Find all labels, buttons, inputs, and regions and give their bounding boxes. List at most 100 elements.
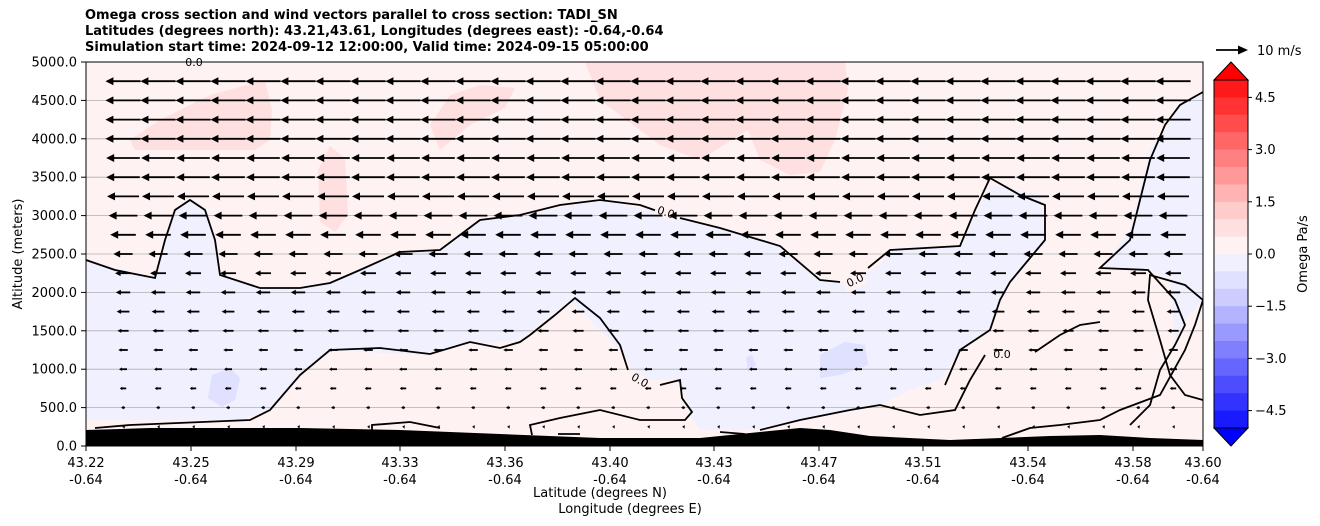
wind-vector xyxy=(257,328,269,333)
wind-vector xyxy=(541,405,545,410)
wind-vector xyxy=(428,250,448,258)
wind-vector xyxy=(185,270,201,277)
wind-vector xyxy=(850,270,866,277)
wind-vector xyxy=(360,270,376,277)
wind-vector xyxy=(326,309,340,314)
wind-vector xyxy=(420,77,456,86)
wind-vector xyxy=(153,348,163,352)
wind-vector xyxy=(735,115,771,124)
wind-vector xyxy=(259,367,267,371)
wind-vector xyxy=(780,289,796,295)
wind-vector xyxy=(771,154,805,162)
y-tick-label: 2500.0 xyxy=(32,248,78,263)
wind-vector xyxy=(1172,425,1175,429)
wind-vector xyxy=(609,367,617,371)
colorbar-bin xyxy=(1214,254,1248,272)
wind-vector xyxy=(923,348,933,352)
wind-vector xyxy=(388,211,418,220)
wind-vector xyxy=(735,96,771,105)
wind-vector xyxy=(677,328,689,333)
wind-vector xyxy=(432,328,444,333)
wind-vector xyxy=(736,154,770,162)
colorbar-tick-label: −4.5 xyxy=(1255,404,1287,419)
colorbar-bin xyxy=(1214,219,1248,238)
wind-vector xyxy=(1060,270,1076,277)
wind-vector xyxy=(644,367,652,371)
wind-vector xyxy=(856,405,860,410)
wind-vector xyxy=(210,96,246,105)
wind-vector xyxy=(434,386,442,391)
wind-vector xyxy=(145,230,171,239)
wind-vector xyxy=(351,154,385,162)
wind-vector xyxy=(115,270,131,277)
wind-vector xyxy=(888,348,898,352)
wind-vector xyxy=(290,289,306,295)
wind-vector xyxy=(500,270,516,277)
wind-vector xyxy=(945,134,981,143)
x-tick-lon: -0.64 xyxy=(279,473,313,488)
wind-vector xyxy=(176,154,210,162)
wind-vector xyxy=(280,134,316,143)
wind-vector xyxy=(1156,154,1190,162)
wind-vector xyxy=(157,425,160,429)
wind-vector xyxy=(156,405,160,410)
wind-vector xyxy=(574,367,582,371)
wind-vector xyxy=(679,386,687,391)
wind-vector xyxy=(708,250,728,258)
wind-vector xyxy=(980,134,1016,143)
wind-vector xyxy=(983,211,1013,220)
wind-vector xyxy=(646,405,650,410)
wind-vector xyxy=(647,425,650,429)
wind-vector xyxy=(390,230,416,239)
wind-vector xyxy=(850,289,866,295)
wind-vector xyxy=(183,250,203,258)
wind-vector xyxy=(364,367,372,371)
wind-vector xyxy=(246,173,280,182)
wind-vector xyxy=(876,154,910,162)
wind-vector xyxy=(1128,250,1148,258)
wind-vector xyxy=(852,328,864,333)
wind-vector xyxy=(817,328,829,333)
wind-vector xyxy=(1120,96,1156,105)
wind-vector xyxy=(353,211,383,220)
wind-vector xyxy=(1052,192,1084,201)
wind-vector xyxy=(420,134,456,143)
wind-vector xyxy=(1086,154,1120,162)
wind-vector xyxy=(770,77,806,86)
colorbar-bin xyxy=(1214,323,1248,342)
wind-vector xyxy=(350,96,386,105)
wind-vector xyxy=(921,309,935,314)
wind-vector xyxy=(630,96,666,105)
wind-vector xyxy=(436,405,440,410)
wind-vector xyxy=(891,405,895,410)
wind-vector xyxy=(770,96,806,105)
wind-vector xyxy=(1088,211,1118,220)
zero-contour-lower-2 xyxy=(1001,299,1203,439)
wind-vector xyxy=(574,386,582,391)
wind-vector xyxy=(857,425,860,429)
wind-vector xyxy=(176,173,210,182)
wind-vector xyxy=(498,250,518,258)
wind-vector xyxy=(633,211,663,220)
wind-vector xyxy=(562,192,594,201)
wind-vector xyxy=(946,173,980,182)
wind-vector xyxy=(1121,173,1155,182)
wind-vector xyxy=(492,192,524,201)
wind-vector xyxy=(716,405,720,410)
wind-vector xyxy=(851,309,865,314)
wind-vector xyxy=(468,348,478,352)
wind-vector xyxy=(280,77,316,86)
wind-vector xyxy=(805,115,841,124)
wind-vector xyxy=(805,77,841,86)
wind-vector xyxy=(1165,289,1181,295)
wind-vector xyxy=(150,270,166,277)
wind-vector xyxy=(746,309,760,314)
wind-vector xyxy=(1130,270,1146,277)
wind-vector xyxy=(981,154,1015,162)
wind-vector xyxy=(316,154,350,162)
wind-vector xyxy=(875,134,911,143)
wind-vector xyxy=(673,250,693,258)
wind-vector xyxy=(154,367,162,371)
colorbar-tick-label: −1.5 xyxy=(1255,300,1287,315)
y-tick-label: 4000.0 xyxy=(32,132,78,147)
